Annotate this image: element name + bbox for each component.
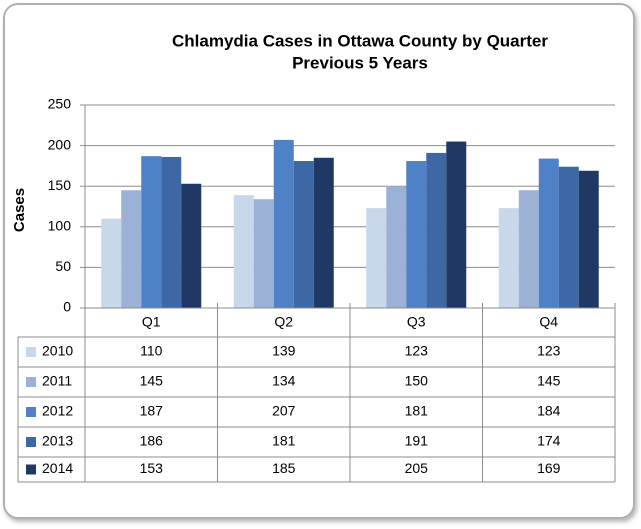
table-value: 145 bbox=[537, 373, 561, 389]
table-value: 191 bbox=[405, 433, 429, 449]
table-value: 145 bbox=[140, 373, 164, 389]
table-value: 187 bbox=[140, 403, 164, 419]
bar bbox=[161, 156, 182, 308]
table-value: 181 bbox=[405, 403, 429, 419]
table-value: 123 bbox=[537, 343, 561, 359]
table-value: 139 bbox=[272, 343, 296, 359]
y-tick-label: 200 bbox=[48, 136, 72, 152]
table-value: 185 bbox=[272, 460, 296, 476]
bar bbox=[233, 195, 254, 308]
y-tick-label: 100 bbox=[48, 218, 72, 234]
bar bbox=[181, 183, 202, 308]
table-value: 134 bbox=[272, 373, 296, 389]
table-value: 153 bbox=[140, 460, 164, 476]
bar bbox=[578, 170, 599, 308]
bar bbox=[538, 158, 559, 308]
table-value: 207 bbox=[272, 403, 296, 419]
x-tick-label: Q2 bbox=[274, 314, 293, 330]
bar bbox=[253, 199, 274, 308]
bar bbox=[498, 208, 519, 308]
table-value: 123 bbox=[405, 343, 429, 359]
chart-subtitle: Previous 5 Years bbox=[292, 53, 428, 72]
y-tick-label: 250 bbox=[48, 96, 72, 112]
legend-swatch bbox=[26, 347, 36, 357]
legend-swatch bbox=[26, 464, 36, 475]
legend-label: 2012 bbox=[42, 403, 73, 419]
x-tick-label: Q3 bbox=[407, 314, 426, 330]
bar bbox=[293, 161, 314, 308]
bar bbox=[558, 166, 579, 308]
table-value: 186 bbox=[140, 433, 164, 449]
bar bbox=[386, 186, 407, 308]
bar bbox=[141, 156, 162, 308]
bar bbox=[273, 139, 294, 308]
y-tick-label: 150 bbox=[48, 177, 72, 193]
table-value: 174 bbox=[537, 433, 561, 449]
bar bbox=[121, 190, 142, 308]
table-value: 150 bbox=[405, 373, 429, 389]
x-tick-label: Q1 bbox=[142, 314, 161, 330]
table-value: 181 bbox=[272, 433, 296, 449]
bar bbox=[518, 190, 539, 308]
legend-swatch bbox=[26, 437, 36, 447]
legend-label: 2010 bbox=[42, 343, 73, 359]
legend-label: 2013 bbox=[42, 433, 73, 449]
chart-title: Chlamydia Cases in Ottawa County by Quar… bbox=[172, 31, 548, 50]
y-axis-title: Cases bbox=[11, 188, 28, 232]
legend-swatch bbox=[26, 407, 36, 417]
legend-label: 2014 bbox=[42, 460, 73, 476]
legend-label: 2011 bbox=[42, 373, 72, 389]
bar bbox=[101, 218, 122, 308]
legend-swatch bbox=[26, 377, 36, 387]
x-tick-label: Q4 bbox=[539, 314, 558, 330]
bar bbox=[313, 157, 334, 308]
table-value: 205 bbox=[405, 460, 429, 476]
table-value: 184 bbox=[537, 403, 561, 419]
table-value: 169 bbox=[537, 460, 561, 476]
table-value: 110 bbox=[140, 343, 163, 359]
y-tick-label: 0 bbox=[63, 299, 71, 315]
bar bbox=[446, 141, 467, 308]
bar bbox=[366, 208, 387, 308]
bar bbox=[426, 152, 447, 308]
bar bbox=[406, 161, 427, 308]
y-tick-label: 50 bbox=[55, 258, 71, 274]
